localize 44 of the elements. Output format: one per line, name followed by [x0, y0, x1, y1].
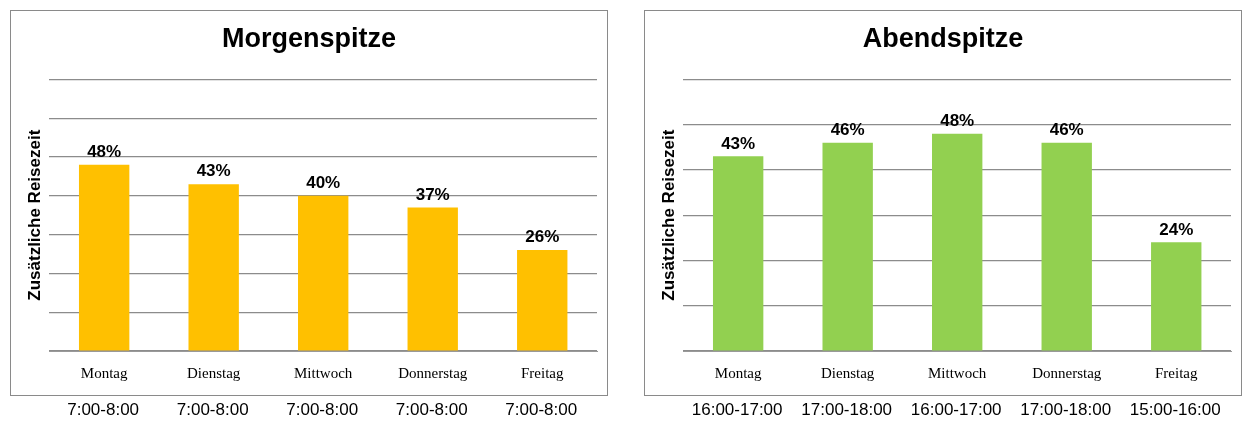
x-tick-label: Montag	[714, 364, 762, 381]
x-tick-label: Donnerstag	[1032, 364, 1102, 381]
data-label: 43%	[721, 133, 756, 153]
x-tick-label: Freitag	[520, 364, 564, 381]
bar	[822, 142, 873, 351]
text: 7:00-8:00	[67, 400, 140, 420]
data-label: 26%	[525, 227, 560, 247]
text: 7:00-8:00	[395, 400, 468, 420]
text: 16:00-17:00	[910, 400, 1002, 420]
x-tick-label: Donnerstag	[398, 364, 468, 381]
data-label: 43%	[196, 161, 231, 181]
text: 7:00-8:00	[176, 400, 249, 420]
data-label: 40%	[306, 172, 341, 192]
data-label: 46%	[1049, 119, 1084, 139]
text: 16:00-17:00	[691, 400, 783, 420]
chart-title: Morgenspitze	[221, 22, 397, 53]
data-label: 46%	[830, 119, 865, 139]
bar	[78, 164, 130, 351]
data-label: 48%	[940, 110, 975, 130]
y-axis-title: Zusätzliche Reisezeit	[24, 129, 44, 301]
text: 17:00-18:00	[801, 400, 893, 420]
y-axis-title: Zusätzliche Reisezeit	[658, 129, 678, 301]
text: 7:00-8:00	[286, 400, 359, 420]
x-tick-label: Freitag	[1154, 364, 1198, 381]
bar	[188, 184, 239, 351]
bar	[517, 250, 568, 351]
bar	[932, 133, 983, 351]
x-tick-label: Mittwoch	[294, 364, 353, 381]
chart-title: Abendspitze	[862, 22, 1024, 53]
data-label: 48%	[87, 141, 122, 161]
x-tick-label: Montag	[80, 364, 128, 381]
x-tick-label: Mittwoch	[928, 364, 987, 381]
text: 17:00-18:00	[1020, 400, 1112, 420]
text: 15:00-16:00	[1129, 400, 1221, 420]
text: 7:00-8:00	[505, 400, 578, 420]
bar	[712, 156, 764, 351]
bar	[298, 195, 349, 351]
x-tick-label: Dienstag	[187, 364, 241, 381]
data-label: 37%	[415, 184, 450, 204]
bar	[407, 207, 458, 351]
bar	[1151, 242, 1202, 351]
x-tick-label: Dienstag	[821, 364, 875, 381]
bar	[1041, 142, 1092, 351]
data-label: 24%	[1159, 219, 1194, 239]
